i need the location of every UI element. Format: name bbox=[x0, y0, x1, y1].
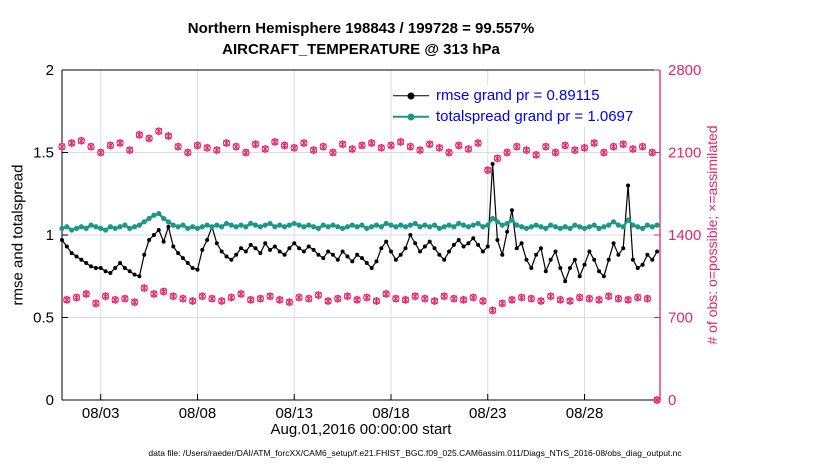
legend-item-totalspread: totalspread grand pr = 1.0697 bbox=[393, 106, 633, 127]
y-tick-label-right: 700 bbox=[668, 310, 693, 327]
y-tick-label-right: 1400 bbox=[668, 227, 701, 244]
x-axis-label: Aug.01,2016 00:00:00 start bbox=[270, 421, 452, 438]
rmse-line-sample bbox=[393, 90, 429, 102]
y-tick-label-right: 2100 bbox=[668, 145, 701, 162]
y-tick-label-left: 2 bbox=[46, 62, 54, 79]
obs-count-markers bbox=[58, 127, 661, 404]
rmse-line bbox=[61, 164, 658, 283]
y-tick-label-left: 0 bbox=[46, 392, 54, 409]
x-tick-label: 08/03 bbox=[82, 405, 120, 422]
x-tick-label: 08/18 bbox=[372, 405, 410, 422]
totalspread-markers bbox=[59, 210, 660, 233]
x-tick-label: 08/28 bbox=[566, 405, 604, 422]
totalspread-line-sample bbox=[393, 111, 429, 123]
y-tick-label-right: 0 bbox=[668, 392, 676, 409]
legend-item-rmse: rmse grand pr = 0.89115 bbox=[393, 85, 633, 106]
data-file-caption: data file: /Users/raeder/DAI/ATM_forcXX/… bbox=[148, 448, 682, 458]
x-tick-label: 08/08 bbox=[179, 405, 217, 422]
y-tick-label-left: 1 bbox=[46, 227, 54, 244]
legend: rmse grand pr = 0.89115 totalspread gran… bbox=[393, 85, 634, 127]
y-tick-label-left: 0.5 bbox=[33, 310, 54, 327]
chart-subtitle: AIRCRAFT_TEMPERATURE @ 313 hPa bbox=[222, 41, 500, 58]
x-tick-label: 08/23 bbox=[469, 405, 507, 422]
tick-marks-and-labels: 08/03 08/08 08/13 08/18 08/23 08/28 0 0.5 1 1.5 2 0… bbox=[33, 62, 701, 422]
x-tick-label: 08/13 bbox=[275, 405, 313, 422]
rmse-markers bbox=[60, 162, 660, 284]
y-tick-label-right: 2800 bbox=[668, 62, 701, 79]
y-tick-label-left: 1.5 bbox=[33, 145, 54, 162]
legend-label-totalspread: totalspread grand pr = 1.0697 bbox=[436, 108, 634, 125]
legend-label-rmse: rmse grand pr = 0.89115 bbox=[436, 87, 600, 104]
chart-title: Northern Hemisphere 198843 / 199728 = 99… bbox=[187, 20, 535, 37]
